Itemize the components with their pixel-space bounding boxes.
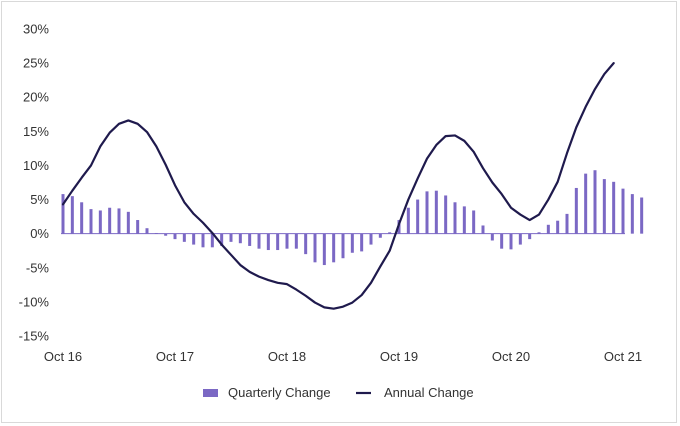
x-tick-label: Oct 20 xyxy=(492,349,530,364)
x-tick-label: Oct 17 xyxy=(156,349,194,364)
quarterly-bar xyxy=(350,233,354,253)
quarterly-bar xyxy=(145,228,149,234)
quarterly-bar xyxy=(192,233,196,245)
quarterly-bar xyxy=(266,233,270,251)
quarterly-bar xyxy=(248,233,252,246)
x-tick-label: Oct 18 xyxy=(268,349,306,364)
quarterly-bar xyxy=(546,224,550,234)
quarterly-bar xyxy=(182,233,186,242)
x-tick-label: Oct 16 xyxy=(44,349,82,364)
y-tick-label: 0% xyxy=(30,226,49,241)
quarterly-bar xyxy=(378,233,382,238)
quarterly-bar xyxy=(70,196,74,234)
quarterly-bar xyxy=(453,202,457,234)
quarterly-bar xyxy=(164,233,168,236)
quarterly-bar xyxy=(126,211,130,234)
quarterly-bar xyxy=(304,233,308,255)
quarterly-bar xyxy=(537,232,541,234)
quarterly-bar xyxy=(612,181,616,234)
legend-swatch-quarterly xyxy=(203,389,218,397)
quarterly-bar xyxy=(220,233,224,246)
y-tick-label: 30% xyxy=(23,22,49,37)
quarterly-bar xyxy=(276,233,280,251)
legend-label-quarterly: Quarterly Change xyxy=(228,385,331,400)
x-tick-label: Oct 21 xyxy=(604,349,642,364)
annual-change-line xyxy=(61,62,615,310)
quarterly-bar xyxy=(313,233,317,263)
quarterly-bar xyxy=(593,170,597,234)
quarterly-bar xyxy=(584,173,588,234)
legend-label-annual: Annual Change xyxy=(384,385,474,400)
quarterly-bar xyxy=(61,194,65,234)
quarterly-bar xyxy=(210,233,214,248)
quarterly-bar xyxy=(80,202,84,234)
y-tick-label: -10% xyxy=(19,294,50,309)
y-tick-label: 15% xyxy=(23,124,49,139)
quarterly-bar xyxy=(238,233,242,244)
x-axis-ticks: Oct 16 Oct 17 Oct 18 Oct 19 Oct 20 Oct 2… xyxy=(44,349,642,364)
quarterly-bar xyxy=(98,210,102,234)
quarterly-bar xyxy=(518,233,522,245)
quarterly-bar xyxy=(369,233,373,245)
quarterly-bar xyxy=(117,208,121,234)
quarterly-bar xyxy=(528,233,532,240)
y-tick-label: 25% xyxy=(23,56,49,71)
legend: Quarterly Change Annual Change xyxy=(203,385,474,400)
quarterly-bar xyxy=(360,233,364,252)
quarterly-bar xyxy=(509,233,513,250)
quarterly-bar xyxy=(173,233,177,240)
quarterly-bar xyxy=(621,188,625,234)
quarterly-bar xyxy=(500,233,504,249)
quarterly-bar xyxy=(89,209,93,234)
quarterly-bar xyxy=(285,233,289,249)
quarterly-bar xyxy=(472,210,476,234)
y-axis-ticks: 30% 25% 20% 15% 10% 5% 0% -5% -10% -15% xyxy=(19,22,50,344)
quarterly-bar xyxy=(406,207,410,234)
quarterly-bar xyxy=(294,233,298,249)
quarterly-bar xyxy=(602,179,606,234)
quarterly-bar xyxy=(574,187,578,234)
quarterly-bar xyxy=(388,232,392,234)
quarterly-bar xyxy=(322,233,326,266)
quarterly-bar xyxy=(154,232,158,234)
x-tick-label: Oct 19 xyxy=(380,349,418,364)
quarterly-bar xyxy=(257,233,261,249)
quarterly-bar xyxy=(556,220,560,234)
quarterly-bar xyxy=(434,190,438,234)
quarterly-bar xyxy=(332,233,336,263)
quarterly-bar xyxy=(640,197,644,234)
y-tick-label: -15% xyxy=(19,329,50,344)
quarterly-bar xyxy=(108,207,112,234)
quarterly-bar xyxy=(490,233,494,241)
y-tick-label: 20% xyxy=(23,90,49,105)
quarterly-bar xyxy=(229,233,233,242)
quarterly-bar xyxy=(201,233,205,248)
quarterly-bar xyxy=(565,213,569,234)
quarterly-bar xyxy=(416,199,420,234)
quarterly-bar xyxy=(481,225,485,234)
quarterly-bar xyxy=(630,194,634,234)
y-tick-label: 10% xyxy=(23,158,49,173)
quarterly-bar xyxy=(425,191,429,234)
quarterly-bar xyxy=(136,220,140,234)
y-tick-label: -5% xyxy=(26,260,50,275)
quarterly-bar xyxy=(462,206,466,234)
quarterly-bar xyxy=(341,233,345,259)
y-tick-label: 5% xyxy=(30,192,49,207)
quarterly-bar xyxy=(444,195,448,234)
